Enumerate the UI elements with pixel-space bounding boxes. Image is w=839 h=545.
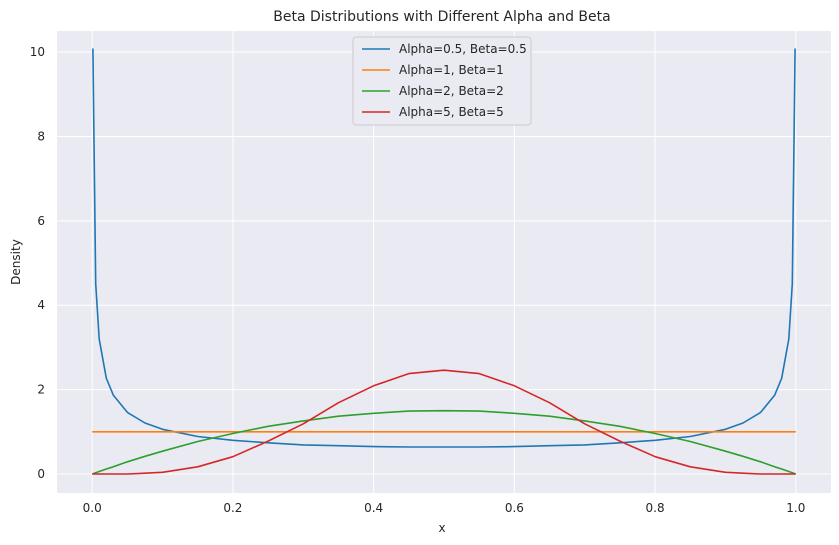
x-tick-label: 0.0 [83, 501, 102, 515]
x-tick-label: 0.8 [646, 501, 665, 515]
x-tick-label: 0.4 [364, 501, 383, 515]
x-tick-label: 0.2 [223, 501, 242, 515]
y-axis-ticks: 0 2 4 6 8 10 [30, 45, 45, 481]
series-layer [92, 48, 796, 475]
x-axis-label: x [438, 521, 445, 535]
y-tick-label: 0 [37, 467, 45, 481]
y-tick-label: 10 [30, 45, 45, 59]
series-line-3 [92, 409, 796, 475]
legend-box [352, 36, 532, 126]
x-axis-ticks: 0.0 0.2 0.4 0.6 0.8 1.0 [83, 501, 806, 515]
series-line-1 [92, 48, 796, 448]
y-tick-label: 6 [37, 214, 45, 228]
legend-label: Alpha=2, Beta=2 [399, 84, 504, 98]
legend-label: Alpha=5, Beta=5 [399, 105, 504, 119]
legend: Alpha=0.5, Beta=0.5 Alpha=1, Beta=1 Alpha=… [352, 36, 532, 126]
x-tick-label: 0.6 [505, 501, 524, 515]
y-tick-label: 2 [37, 383, 45, 397]
legend-label: Alpha=1, Beta=1 [399, 63, 504, 77]
x-tick-label: 1.0 [786, 501, 805, 515]
y-axis-label: Density [9, 239, 23, 285]
legend-label: Alpha=0.5, Beta=0.5 [399, 42, 527, 56]
series-line-4 [92, 369, 796, 475]
chart-title: Beta Distributions with Different Alpha … [273, 9, 610, 25]
y-tick-label: 8 [37, 129, 45, 143]
y-tick-label: 4 [37, 298, 45, 312]
